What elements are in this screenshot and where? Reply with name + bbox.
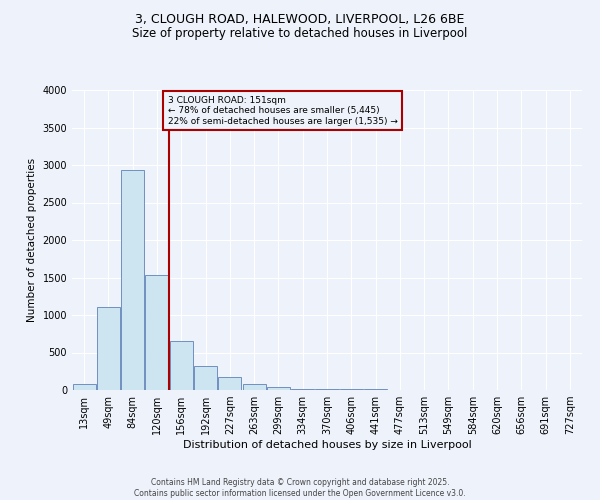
Bar [242, 384, 266, 390]
Bar [170, 341, 193, 390]
Text: Contains HM Land Registry data © Crown copyright and database right 2025.
Contai: Contains HM Land Registry data © Crown c… [134, 478, 466, 498]
Bar [145, 275, 169, 390]
X-axis label: Distribution of detached houses by size in Liverpool: Distribution of detached houses by size … [182, 440, 472, 450]
Text: 3 CLOUGH ROAD: 151sqm
← 78% of detached houses are smaller (5,445)
22% of semi-d: 3 CLOUGH ROAD: 151sqm ← 78% of detached … [168, 96, 398, 126]
Bar [218, 377, 241, 390]
Text: Size of property relative to detached houses in Liverpool: Size of property relative to detached ho… [133, 28, 467, 40]
Text: 3, CLOUGH ROAD, HALEWOOD, LIVERPOOL, L26 6BE: 3, CLOUGH ROAD, HALEWOOD, LIVERPOOL, L26… [136, 12, 464, 26]
Bar [73, 384, 95, 390]
Bar [316, 389, 338, 390]
Bar [97, 306, 120, 390]
Bar [194, 366, 217, 390]
Bar [121, 170, 144, 390]
Bar [291, 388, 314, 390]
Y-axis label: Number of detached properties: Number of detached properties [27, 158, 37, 322]
Bar [340, 389, 363, 390]
Bar [267, 387, 290, 390]
